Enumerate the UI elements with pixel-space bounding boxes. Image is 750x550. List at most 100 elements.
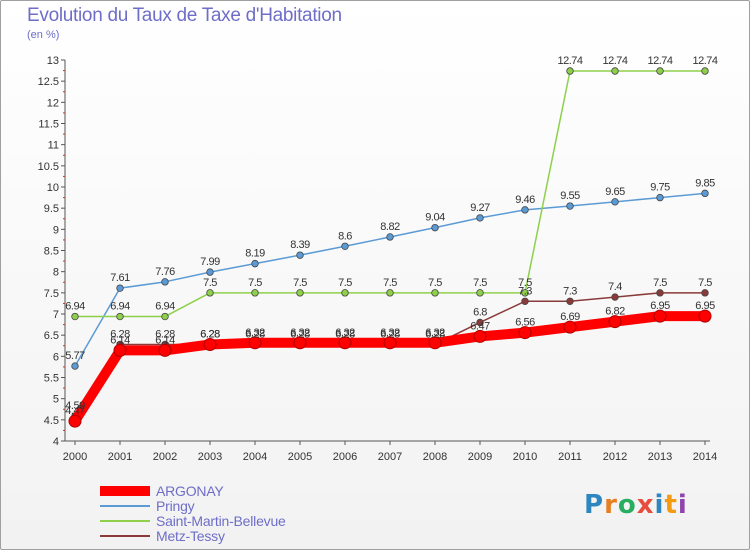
y-tick-label-13: 10.5	[38, 161, 59, 173]
point-argonay-2003	[203, 337, 217, 351]
data-label-metz-tessy-2003: 6.28	[200, 328, 220, 340]
x-tick-label-2: 2002	[153, 451, 177, 463]
data-label-metz-tessy-2002: 6.28	[155, 328, 175, 340]
point-saint-martin-bellevue-2004	[251, 289, 259, 297]
logo-letter: r	[604, 490, 618, 520]
point-saint-martin-bellevue-2003	[206, 289, 214, 297]
data-label-pringy-2008: 9.04	[425, 212, 445, 224]
legend-swatch-saint-martin-bellevue	[100, 520, 150, 522]
data-label-argonay-2010: 6.56	[515, 317, 535, 329]
data-label-pringy-2005: 8.39	[290, 239, 310, 251]
data-label-pringy-2014: 9.85	[695, 177, 715, 189]
data-label-metz-tessy-2000: 4.59	[65, 400, 85, 412]
point-argonay-2005	[293, 336, 307, 350]
data-label-metz-tessy-2011: 7.3	[563, 285, 577, 297]
point-argonay-2004	[248, 336, 262, 350]
data-label-saint-martin-bellevue-2012: 12.74	[602, 55, 627, 67]
data-label-saint-martin-bellevue-2000: 6.94	[65, 301, 85, 313]
legend-label-saint-martin-bellevue: Saint-Martin-Bellevue	[156, 513, 286, 529]
data-label-argonay-2000: 4.47	[65, 405, 85, 417]
data-label-saint-martin-bellevue-2005: 7.5	[293, 277, 307, 289]
data-label-argonay-2011: 6.69	[560, 311, 580, 323]
point-saint-martin-bellevue-2008	[431, 289, 439, 297]
logo-letter: i	[677, 490, 688, 520]
point-saint-martin-bellevue-2001	[116, 312, 124, 321]
chart-title: Evolution du Taux de Taxe d'Habitation	[27, 5, 342, 26]
point-argonay-2011	[563, 320, 577, 334]
point-argonay-2001	[113, 343, 127, 357]
point-saint-martin-bellevue-2010	[521, 289, 529, 297]
data-label-argonay-2008: 6.32	[425, 327, 445, 339]
data-label-argonay-2006: 6.32	[335, 327, 355, 339]
x-tick-label-3: 2003	[198, 451, 222, 463]
data-label-saint-martin-bellevue-2004: 7.5	[248, 277, 262, 289]
point-saint-martin-bellevue-2005	[296, 289, 304, 297]
data-label-saint-martin-bellevue-2008: 7.5	[428, 277, 442, 289]
x-tick-label-0: 2000	[63, 451, 87, 463]
point-argonay-2006	[338, 336, 352, 350]
point-pringy-2001	[116, 284, 124, 292]
data-label-metz-tessy-2008: 6.28	[425, 328, 445, 340]
point-argonay-2010	[518, 326, 532, 340]
point-argonay-2009	[473, 329, 487, 343]
point-metz-tessy-2012	[611, 293, 619, 301]
point-argonay-2014	[698, 309, 712, 323]
point-metz-tessy-2011	[566, 297, 574, 305]
data-label-metz-tessy-2006: 6.28	[335, 328, 355, 340]
point-pringy-2009	[476, 214, 484, 222]
data-label-argonay-2009: 6.47	[470, 320, 490, 332]
logo-letter: P	[584, 490, 605, 520]
data-label-pringy-2003: 7.99	[200, 256, 220, 268]
logo-letter: x	[636, 490, 655, 520]
logo-letter: i	[654, 490, 665, 520]
x-tick-label-8: 2008	[423, 451, 447, 463]
data-label-argonay-2002: 6.14	[155, 334, 175, 346]
data-label-saint-martin-bellevue-2001: 6.94	[110, 301, 130, 313]
y-tick-label-15: 11.5	[38, 119, 59, 131]
legend-label-metz-tessy: Metz-Tessy	[156, 528, 225, 544]
data-label-argonay-2003: 6.28	[200, 328, 220, 340]
y-tick-label-11: 9.5	[44, 203, 59, 215]
legend-swatch-pringy	[100, 505, 150, 507]
point-saint-martin-bellevue-2012	[611, 67, 619, 75]
y-tick-label-10: 9	[53, 224, 59, 236]
data-label-pringy-2002: 7.76	[155, 266, 175, 278]
data-label-metz-tessy-2010: 7.3	[518, 285, 532, 297]
proxiti-logo: Proxiti	[584, 490, 688, 520]
point-pringy-2011	[566, 202, 574, 210]
data-label-metz-tessy-2009: 6.8	[473, 306, 487, 318]
data-label-saint-martin-bellevue-2010: 7.5	[518, 277, 532, 289]
point-saint-martin-bellevue-2006	[341, 289, 349, 297]
x-tick-label-12: 2012	[603, 451, 627, 463]
data-label-metz-tessy-2007: 6.28	[380, 328, 400, 340]
data-label-argonay-2013: 6.95	[650, 300, 670, 312]
data-label-pringy-2011: 9.55	[560, 190, 580, 202]
x-tick-label-10: 2010	[513, 451, 537, 463]
point-pringy-2000	[71, 362, 79, 370]
y-tick-label-9: 8.5	[44, 246, 59, 258]
data-label-pringy-2010: 9.46	[515, 194, 535, 206]
data-label-saint-martin-bellevue-2002: 6.94	[155, 301, 175, 313]
data-label-saint-martin-bellevue-2013: 12.74	[647, 55, 672, 67]
y-tick-label-1: 4.5	[44, 415, 59, 427]
logo-letter: o	[617, 490, 637, 520]
data-label-pringy-2001: 7.61	[110, 272, 130, 284]
x-tick-label-1: 2001	[108, 451, 132, 463]
x-tick-label-4: 2004	[243, 451, 267, 463]
point-argonay-2012	[608, 315, 622, 329]
point-argonay-2000	[68, 414, 82, 428]
point-saint-martin-bellevue-2013	[656, 67, 664, 75]
point-pringy-2010	[521, 206, 529, 214]
legend-swatch-argonay	[100, 486, 150, 496]
x-tick-label-7: 2007	[378, 451, 402, 463]
y-tick-label-2: 5	[53, 394, 59, 406]
point-saint-martin-bellevue-2014	[701, 67, 709, 75]
point-pringy-2013	[656, 193, 664, 202]
point-saint-martin-bellevue-2009	[476, 289, 484, 297]
point-metz-tessy-2010	[521, 297, 529, 305]
point-argonay-2008	[428, 336, 442, 350]
legend-label-argonay: ARGONAY	[156, 483, 224, 499]
point-pringy-2004	[251, 259, 259, 268]
point-argonay-2002	[158, 343, 172, 357]
